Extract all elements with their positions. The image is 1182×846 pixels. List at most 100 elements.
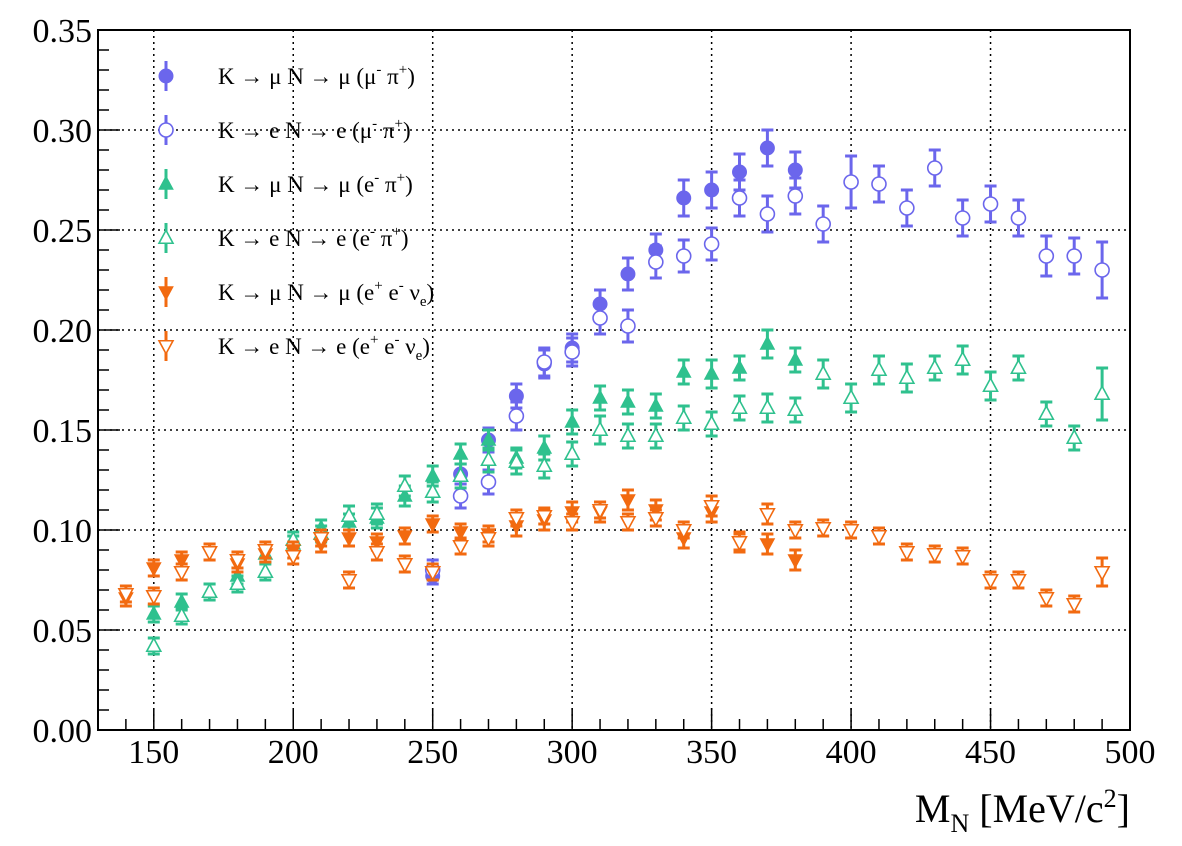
- data-marker: [759, 335, 776, 350]
- legend-label-part: +: [399, 62, 407, 78]
- legend-marker: [158, 286, 174, 301]
- data-point: [312, 528, 330, 548]
- data-point: [424, 562, 442, 582]
- data-point: [703, 494, 720, 518]
- data-point: [563, 440, 581, 468]
- data-marker: [675, 408, 693, 425]
- data-marker: [619, 515, 637, 532]
- legend-label-part: K → μ N → μ (e: [218, 172, 374, 197]
- data-marker: [508, 452, 525, 469]
- legend-entry-6: K → e N → e (e+ e- νe): [157, 331, 430, 364]
- data-point: [870, 354, 888, 386]
- data-marker: [732, 164, 748, 180]
- data-point: [592, 300, 608, 336]
- data-marker: [1065, 597, 1083, 614]
- legend-label-part: π: [377, 118, 395, 143]
- data-marker: [926, 358, 944, 375]
- data-point: [759, 502, 776, 526]
- data-marker: [396, 557, 414, 574]
- data-point: [871, 164, 887, 204]
- data-marker: [898, 545, 916, 562]
- data-point: [173, 606, 191, 626]
- data-marker: [786, 400, 804, 417]
- data-marker: [647, 426, 665, 443]
- data-point: [508, 508, 525, 528]
- data-point: [1010, 570, 1027, 590]
- legend-label: K → μ N → μ (e- π+): [218, 170, 413, 197]
- data-marker: [620, 494, 636, 509]
- legend-label-part: K → e N → e (e: [218, 334, 370, 359]
- data-point: [675, 358, 692, 386]
- data-marker: [1066, 248, 1083, 264]
- legend-label-part: ): [407, 64, 415, 89]
- data-point: [1065, 594, 1083, 614]
- x-tick-label: 350: [686, 734, 737, 771]
- y-tick-label: 0.25: [33, 213, 93, 250]
- legend-label-part: e: [383, 280, 399, 305]
- data-marker: [452, 488, 469, 504]
- data-point: [731, 532, 748, 552]
- data-marker: [396, 530, 413, 545]
- data-point: [1037, 588, 1055, 608]
- data-marker: [675, 248, 692, 264]
- data-point: [675, 238, 692, 274]
- data-point: [647, 508, 665, 528]
- data-point: [926, 148, 943, 188]
- data-marker: [675, 363, 692, 378]
- data-point: [1093, 366, 1111, 422]
- data-marker: [145, 636, 163, 653]
- data-marker: [814, 364, 832, 381]
- legend-label-part: +: [374, 278, 382, 294]
- data-point: [201, 542, 218, 562]
- data-point: [982, 570, 999, 590]
- data-marker: [396, 476, 414, 493]
- data-marker: [704, 182, 720, 198]
- data-marker: [787, 188, 804, 204]
- data-point: [703, 226, 720, 262]
- data-marker: [870, 360, 888, 377]
- data-marker: [1037, 591, 1055, 608]
- data-point: [982, 370, 999, 402]
- data-marker: [647, 511, 665, 528]
- data-marker: [759, 140, 775, 156]
- data-marker: [648, 254, 664, 270]
- data-point: [954, 198, 971, 238]
- data-point: [508, 400, 525, 432]
- data-point: [648, 244, 664, 280]
- data-point: [1010, 198, 1027, 238]
- x-tick-label: 200: [268, 734, 319, 771]
- data-point: [480, 468, 497, 496]
- data-marker: [759, 398, 776, 415]
- legend-label: K → e N → e (e- π+): [218, 224, 409, 251]
- legend: K → μ N → μ (μ- π+)K → e N → e (μ- π+)K …: [157, 61, 434, 364]
- data-marker: [926, 547, 944, 564]
- data-marker: [340, 506, 358, 523]
- data-marker: [1093, 384, 1111, 401]
- data-marker: [814, 521, 832, 538]
- legend-label-part: -: [374, 170, 379, 186]
- legend-label-part: ν: [399, 334, 415, 359]
- data-marker: [898, 368, 916, 385]
- data-marker: [1037, 404, 1055, 421]
- data-point: [1093, 556, 1111, 588]
- legend-marker: [157, 228, 175, 245]
- legend-label-part: ): [401, 226, 409, 251]
- data-point: [452, 536, 469, 556]
- data-marker: [1010, 210, 1027, 226]
- legend-label: K → e N → e (μ- π+): [218, 116, 411, 143]
- data-point: [731, 178, 748, 218]
- data-point: [229, 550, 246, 570]
- data-point: [619, 422, 637, 450]
- data-marker: [731, 398, 748, 415]
- y-tick-label: 0.05: [33, 613, 93, 650]
- data-point: [675, 404, 693, 432]
- legend-label-part: K → μ N → μ (μ: [218, 64, 376, 89]
- legend-entry-1: K → μ N → μ (μ- π+): [158, 61, 415, 91]
- legend-label-part: +: [397, 170, 405, 186]
- data-point: [759, 532, 776, 556]
- data-point: [703, 358, 720, 390]
- data-marker: [563, 444, 581, 461]
- legend-label-part: K → μ N → μ (e: [218, 280, 374, 305]
- legend-label-part: ν: [404, 280, 420, 305]
- data-point: [842, 382, 860, 414]
